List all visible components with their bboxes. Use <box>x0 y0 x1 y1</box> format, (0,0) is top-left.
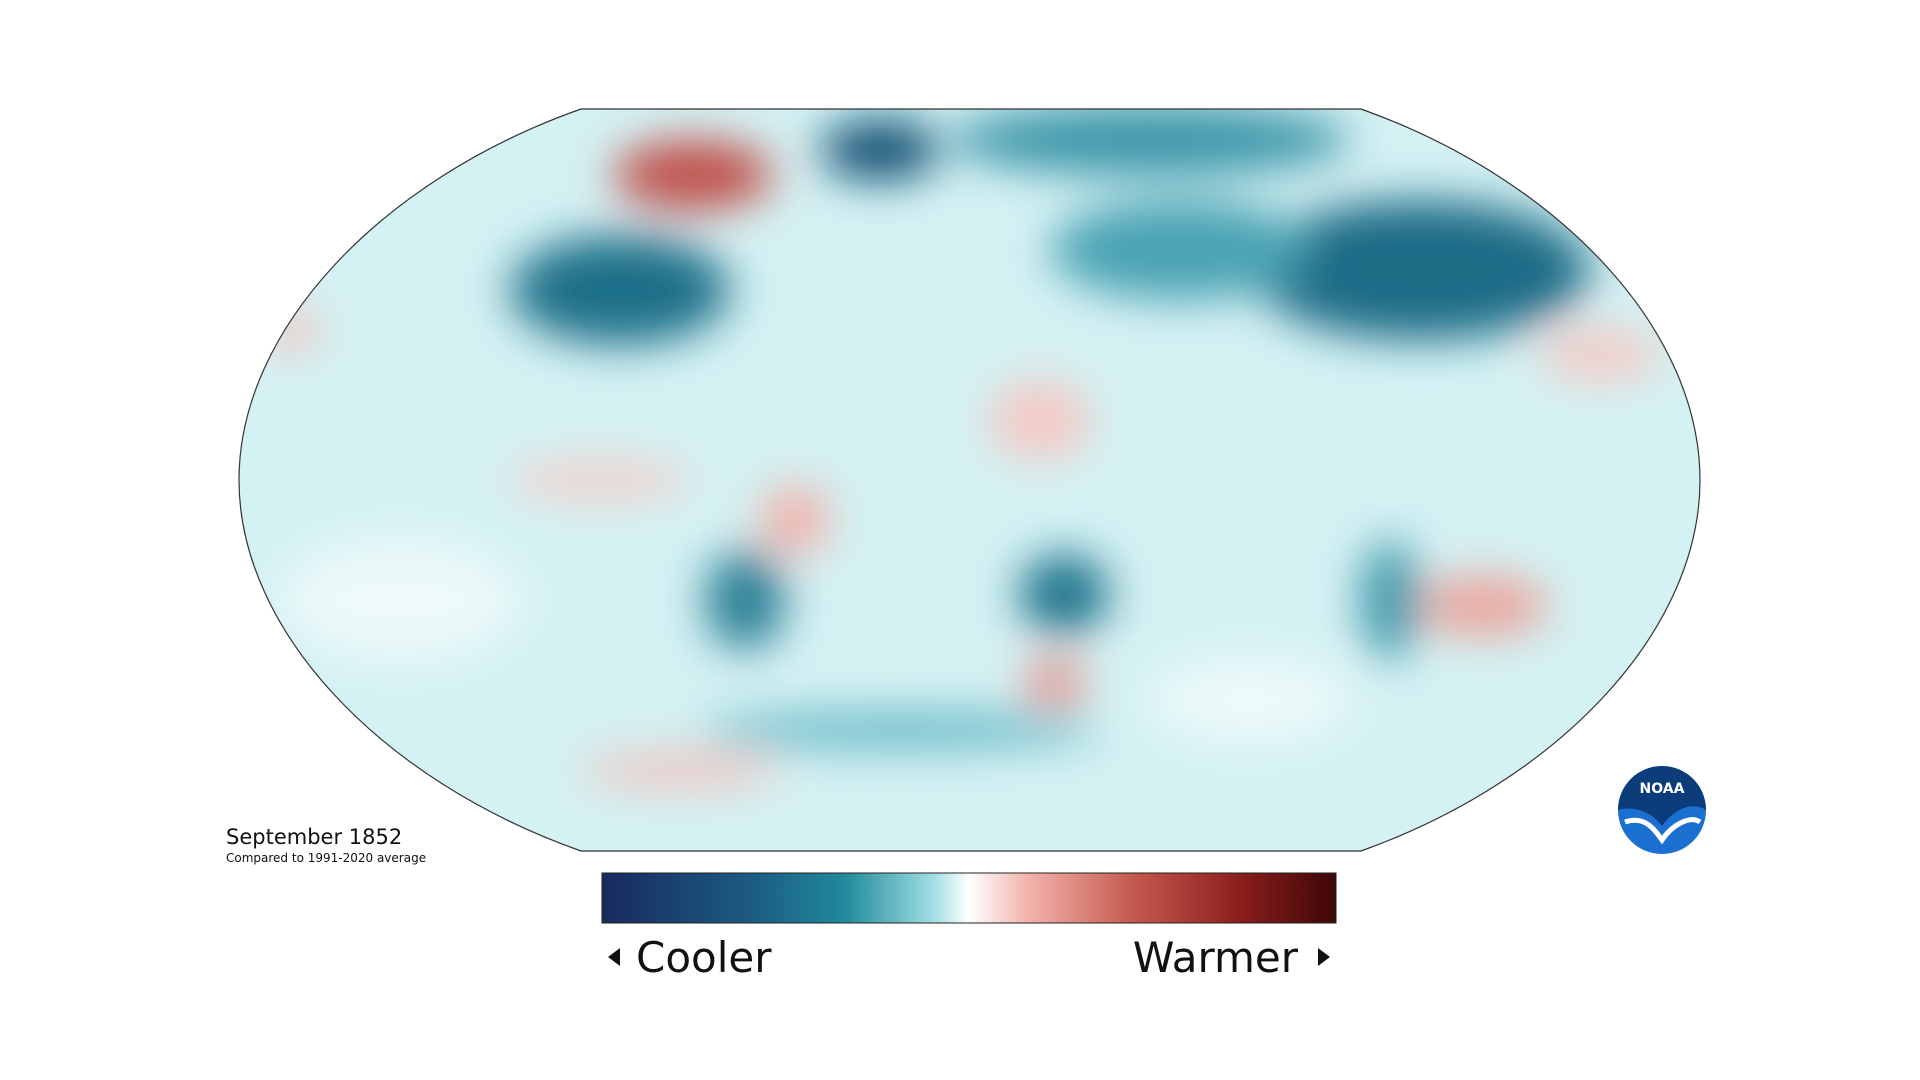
arrow-left <box>608 948 620 966</box>
colorbar <box>601 872 1337 924</box>
legend-low: Cooler <box>636 933 772 982</box>
arrow-right <box>1318 948 1330 966</box>
logo-text: NOAA <box>1640 781 1685 797</box>
logo: NOAA <box>1618 766 1706 854</box>
legend-high: Warmer <box>1133 933 1299 982</box>
map <box>239 109 1700 851</box>
map-outline <box>238 108 1701 852</box>
title: September 1852 <box>226 825 402 849</box>
subtitle: Compared to 1991-2020 average <box>226 851 426 865</box>
